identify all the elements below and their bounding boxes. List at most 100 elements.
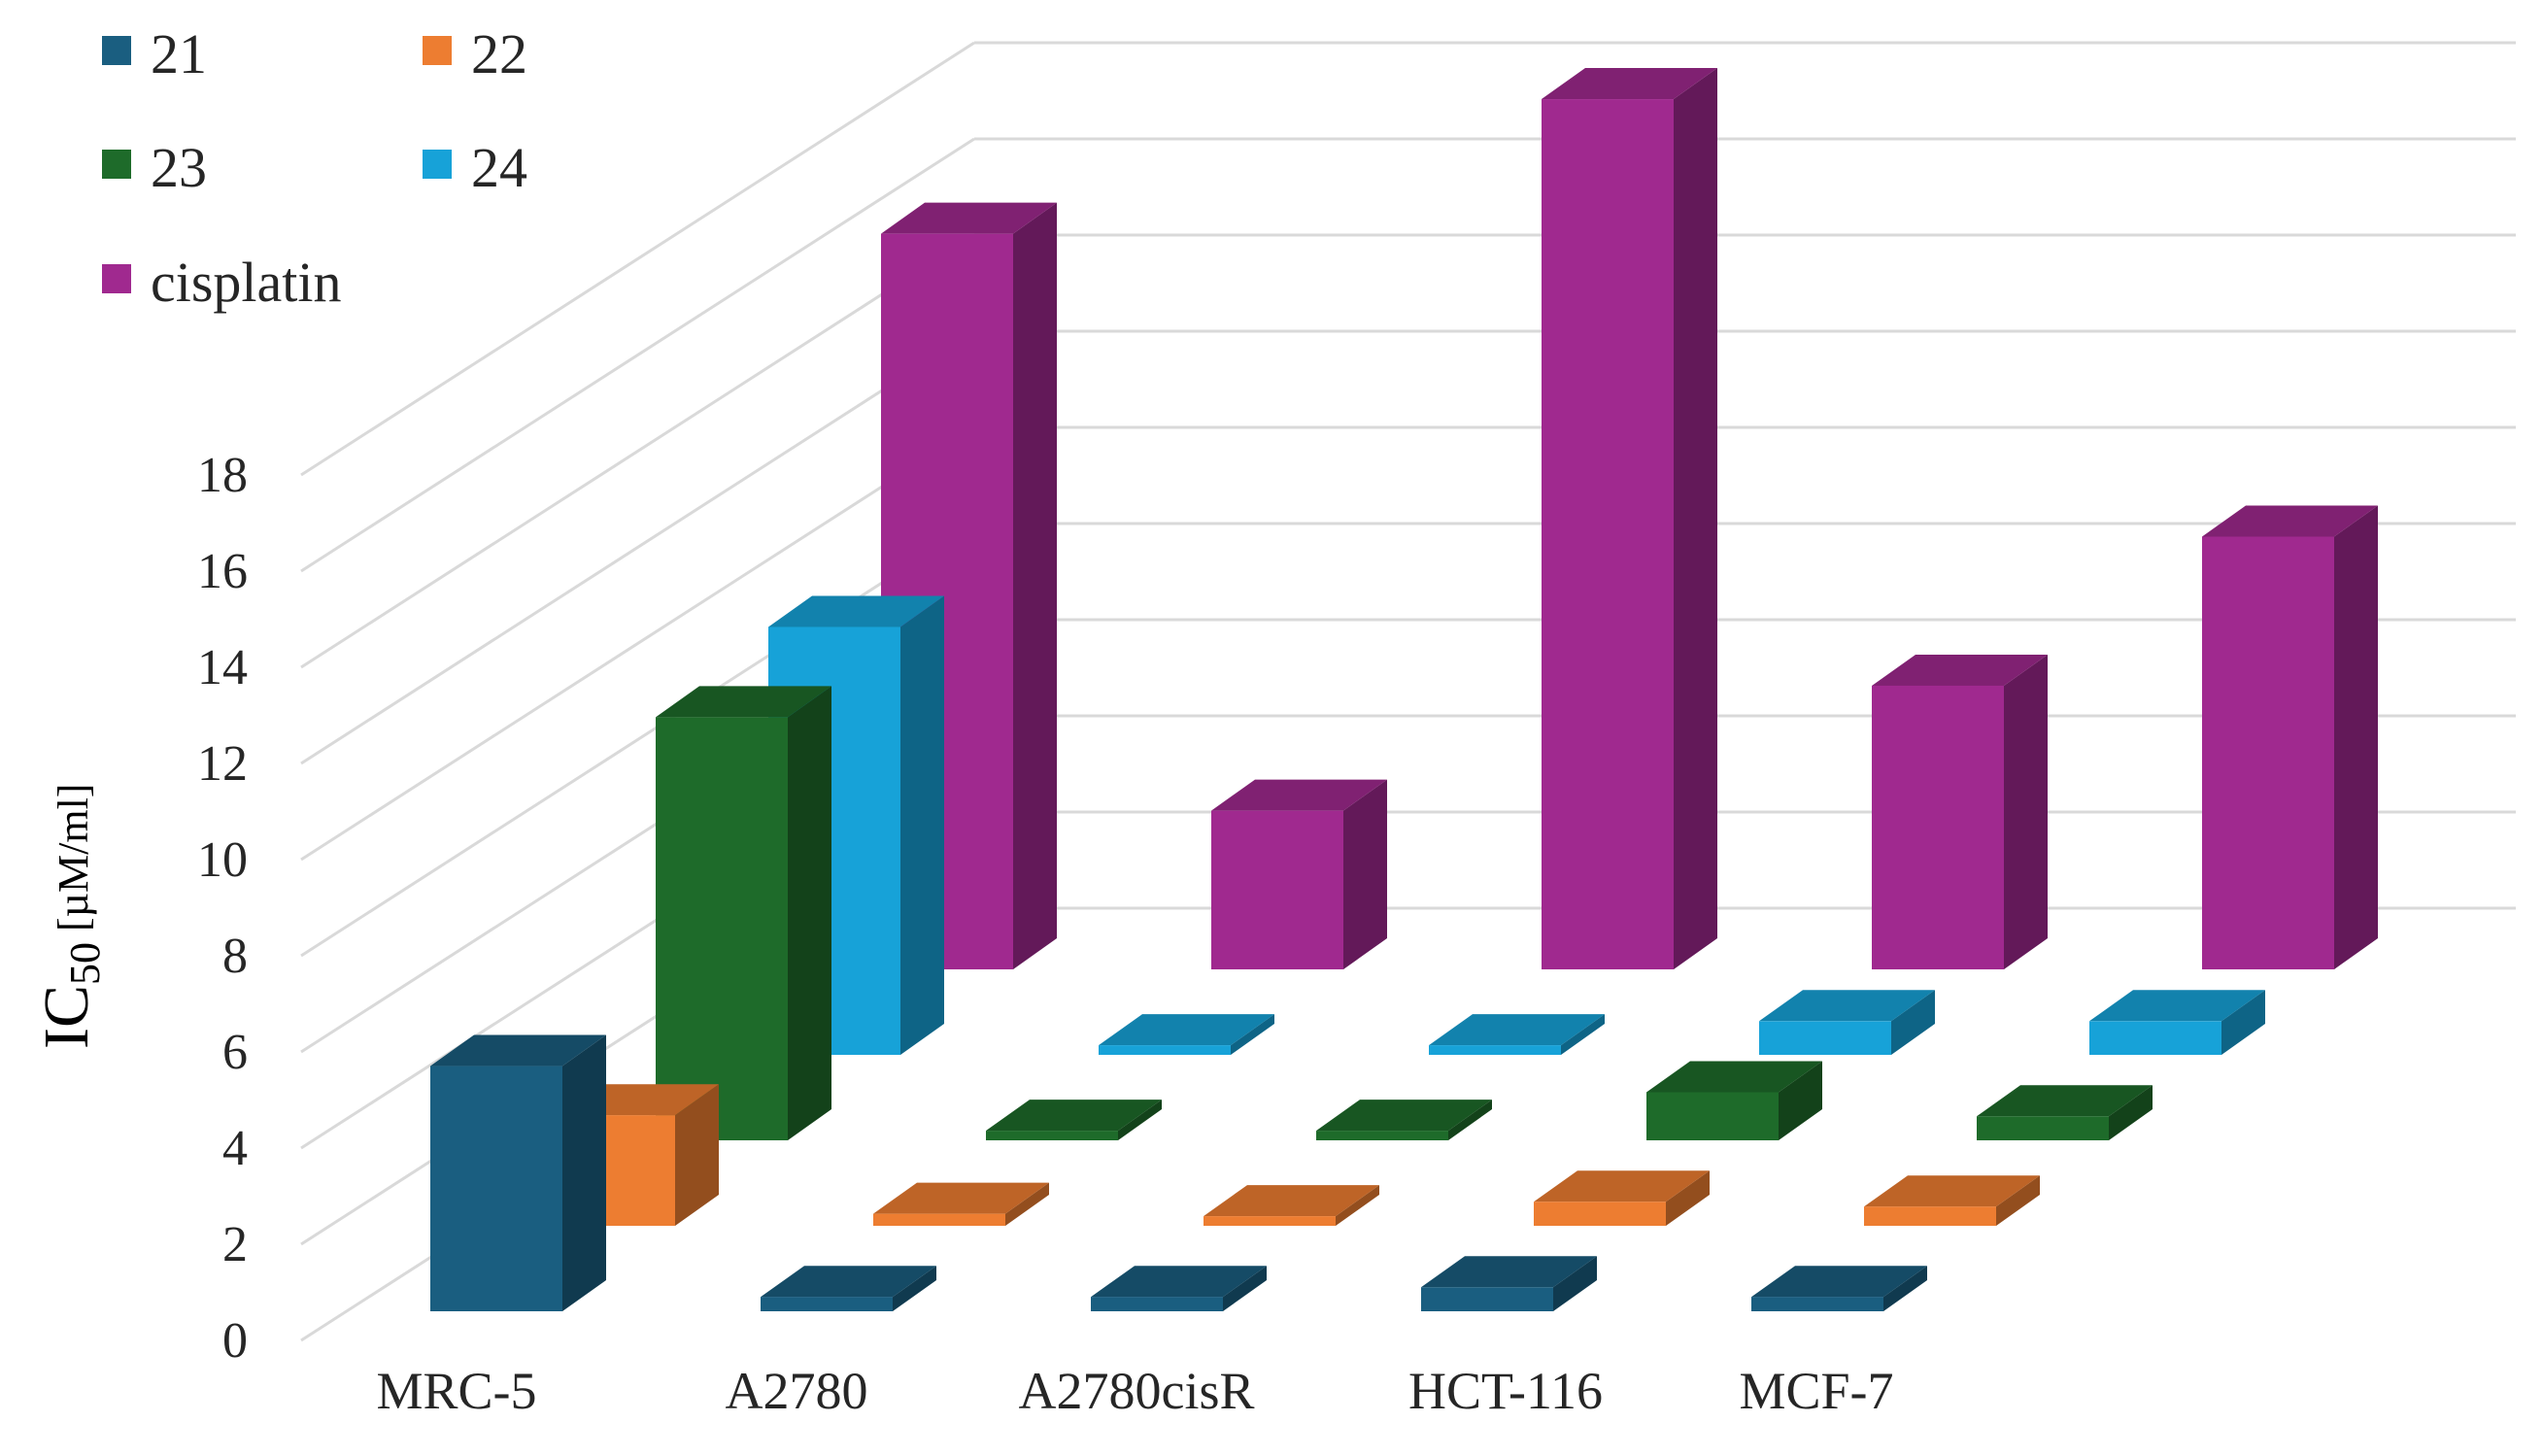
- bar-top: [1872, 655, 2048, 686]
- bar-side: [2004, 655, 2048, 969]
- bar-top: [1421, 1256, 1597, 1288]
- bar-top: [1759, 990, 1935, 1022]
- bar-front: [873, 1213, 1005, 1226]
- bar-side: [562, 1034, 606, 1311]
- bar-23-A2780: [986, 1100, 1162, 1140]
- side-gridline: [300, 329, 975, 765]
- y-tick-label: 6: [222, 1025, 248, 1080]
- bar-top: [881, 202, 1057, 234]
- side-gridline: [300, 425, 975, 862]
- bar-top: [986, 1100, 1162, 1132]
- bar-top: [1204, 1185, 1379, 1217]
- bar-side: [1343, 779, 1387, 969]
- bar-top: [1977, 1085, 2153, 1117]
- bar-side: [1336, 1185, 1379, 1226]
- y-tick-label: 12: [197, 736, 248, 792]
- bar-cisplatin-HCT-116: [1872, 655, 2048, 969]
- y-tick-label: 8: [222, 929, 248, 984]
- bar-front: [986, 1131, 1118, 1140]
- bar-side: [1996, 1175, 2040, 1226]
- legend-item-23: 23: [102, 136, 207, 199]
- legend-swatch: [102, 36, 131, 65]
- legend-swatch: [102, 264, 131, 293]
- bar-front: [1429, 1045, 1561, 1055]
- bar-top: [768, 595, 944, 627]
- y-tick-label: 2: [222, 1217, 248, 1272]
- bar-side: [1231, 1014, 1274, 1055]
- bar-side: [1674, 68, 1717, 969]
- bar-side: [1223, 1266, 1267, 1311]
- bar-23-A2780cisR: [1316, 1100, 1492, 1140]
- y-tick-label: 16: [197, 544, 248, 599]
- bar-side: [788, 686, 831, 1140]
- legend-label: 22: [471, 22, 527, 85]
- bar-front: [1534, 1202, 1666, 1226]
- bar-side: [1779, 1061, 1822, 1140]
- legend-item-cisplatin: cisplatin: [102, 251, 342, 314]
- y-axis-ticks: 0 2 4 6 8 10 12 14 16 18: [197, 448, 248, 1369]
- bar-side: [1666, 1170, 1710, 1226]
- legend-swatch: [423, 150, 452, 179]
- y-tick-label: 4: [222, 1121, 248, 1176]
- bar-top: [1211, 779, 1387, 811]
- legend-swatch: [423, 36, 452, 65]
- bar-24-A2780: [1099, 1014, 1274, 1055]
- bar-24-HCT-116: [1759, 990, 1935, 1055]
- legend-item-21: 21: [102, 22, 207, 85]
- legend-swatch: [102, 150, 131, 179]
- bar-side: [1448, 1100, 1492, 1140]
- bar-front: [656, 717, 788, 1140]
- bar-top: [430, 1034, 606, 1067]
- bar-front: [1751, 1297, 1883, 1311]
- bar-21-MRC-5: [430, 1034, 606, 1311]
- bar-side: [675, 1084, 719, 1226]
- bar-cisplatin-A2780cisR: [1542, 68, 1717, 970]
- y-axis-label-unit: [µM/ml]: [50, 784, 97, 942]
- legend-label: 24: [471, 136, 527, 199]
- x-category-label: MRC-5: [376, 1362, 536, 1420]
- bar-24-A2780cisR: [1429, 1014, 1605, 1055]
- bar-21-A2780: [761, 1266, 936, 1311]
- bar-22-HCT-116: [1534, 1170, 1710, 1226]
- bar-24-MCF-7: [2089, 990, 2265, 1055]
- bar-23-HCT-116: [1646, 1061, 1822, 1140]
- y-axis-label-main: IC: [31, 985, 102, 1049]
- bar-cisplatin-MCF-7: [2202, 505, 2378, 969]
- bar-side: [1883, 1266, 1927, 1311]
- side-gridline: [300, 137, 975, 573]
- legend-item-22: 22: [423, 22, 527, 85]
- bar-front: [1211, 810, 1343, 969]
- bar-cisplatin-A2780: [1211, 779, 1387, 969]
- side-gridline: [300, 41, 975, 477]
- bar-23-MCF-7: [1977, 1085, 2153, 1140]
- bar-front: [761, 1297, 893, 1311]
- bar-front: [2202, 536, 2334, 969]
- bar-side: [1013, 202, 1057, 970]
- bar-top: [1542, 68, 1717, 99]
- bar-side: [2221, 990, 2265, 1055]
- x-category-label: A2780cisR: [1019, 1362, 1255, 1420]
- bar-side: [1553, 1256, 1597, 1311]
- bar-front: [430, 1066, 562, 1311]
- bar-side: [1005, 1182, 1049, 1226]
- bar-21-MCF-7: [1751, 1266, 1927, 1311]
- bar-front: [1872, 685, 2004, 969]
- bar-21-HCT-116: [1421, 1256, 1597, 1311]
- y-tick-label: 18: [197, 448, 248, 503]
- bar-top: [1864, 1175, 2040, 1207]
- bar-top: [1751, 1266, 1927, 1298]
- bar-side: [900, 595, 944, 1055]
- bar-top: [1316, 1100, 1492, 1132]
- bar-top: [873, 1182, 1049, 1214]
- bar-side: [2334, 505, 2378, 969]
- bar-side: [1561, 1014, 1605, 1055]
- bar-top: [1429, 1014, 1605, 1046]
- x-category-label: A2780: [726, 1362, 868, 1420]
- bar-front: [1316, 1131, 1448, 1140]
- bar-side: [1118, 1100, 1162, 1140]
- x-category-label: MCF-7: [1739, 1362, 1893, 1420]
- bar-side: [1891, 990, 1935, 1055]
- bar-23-MRC-5: [656, 686, 831, 1140]
- legend-label: cisplatin: [151, 251, 342, 314]
